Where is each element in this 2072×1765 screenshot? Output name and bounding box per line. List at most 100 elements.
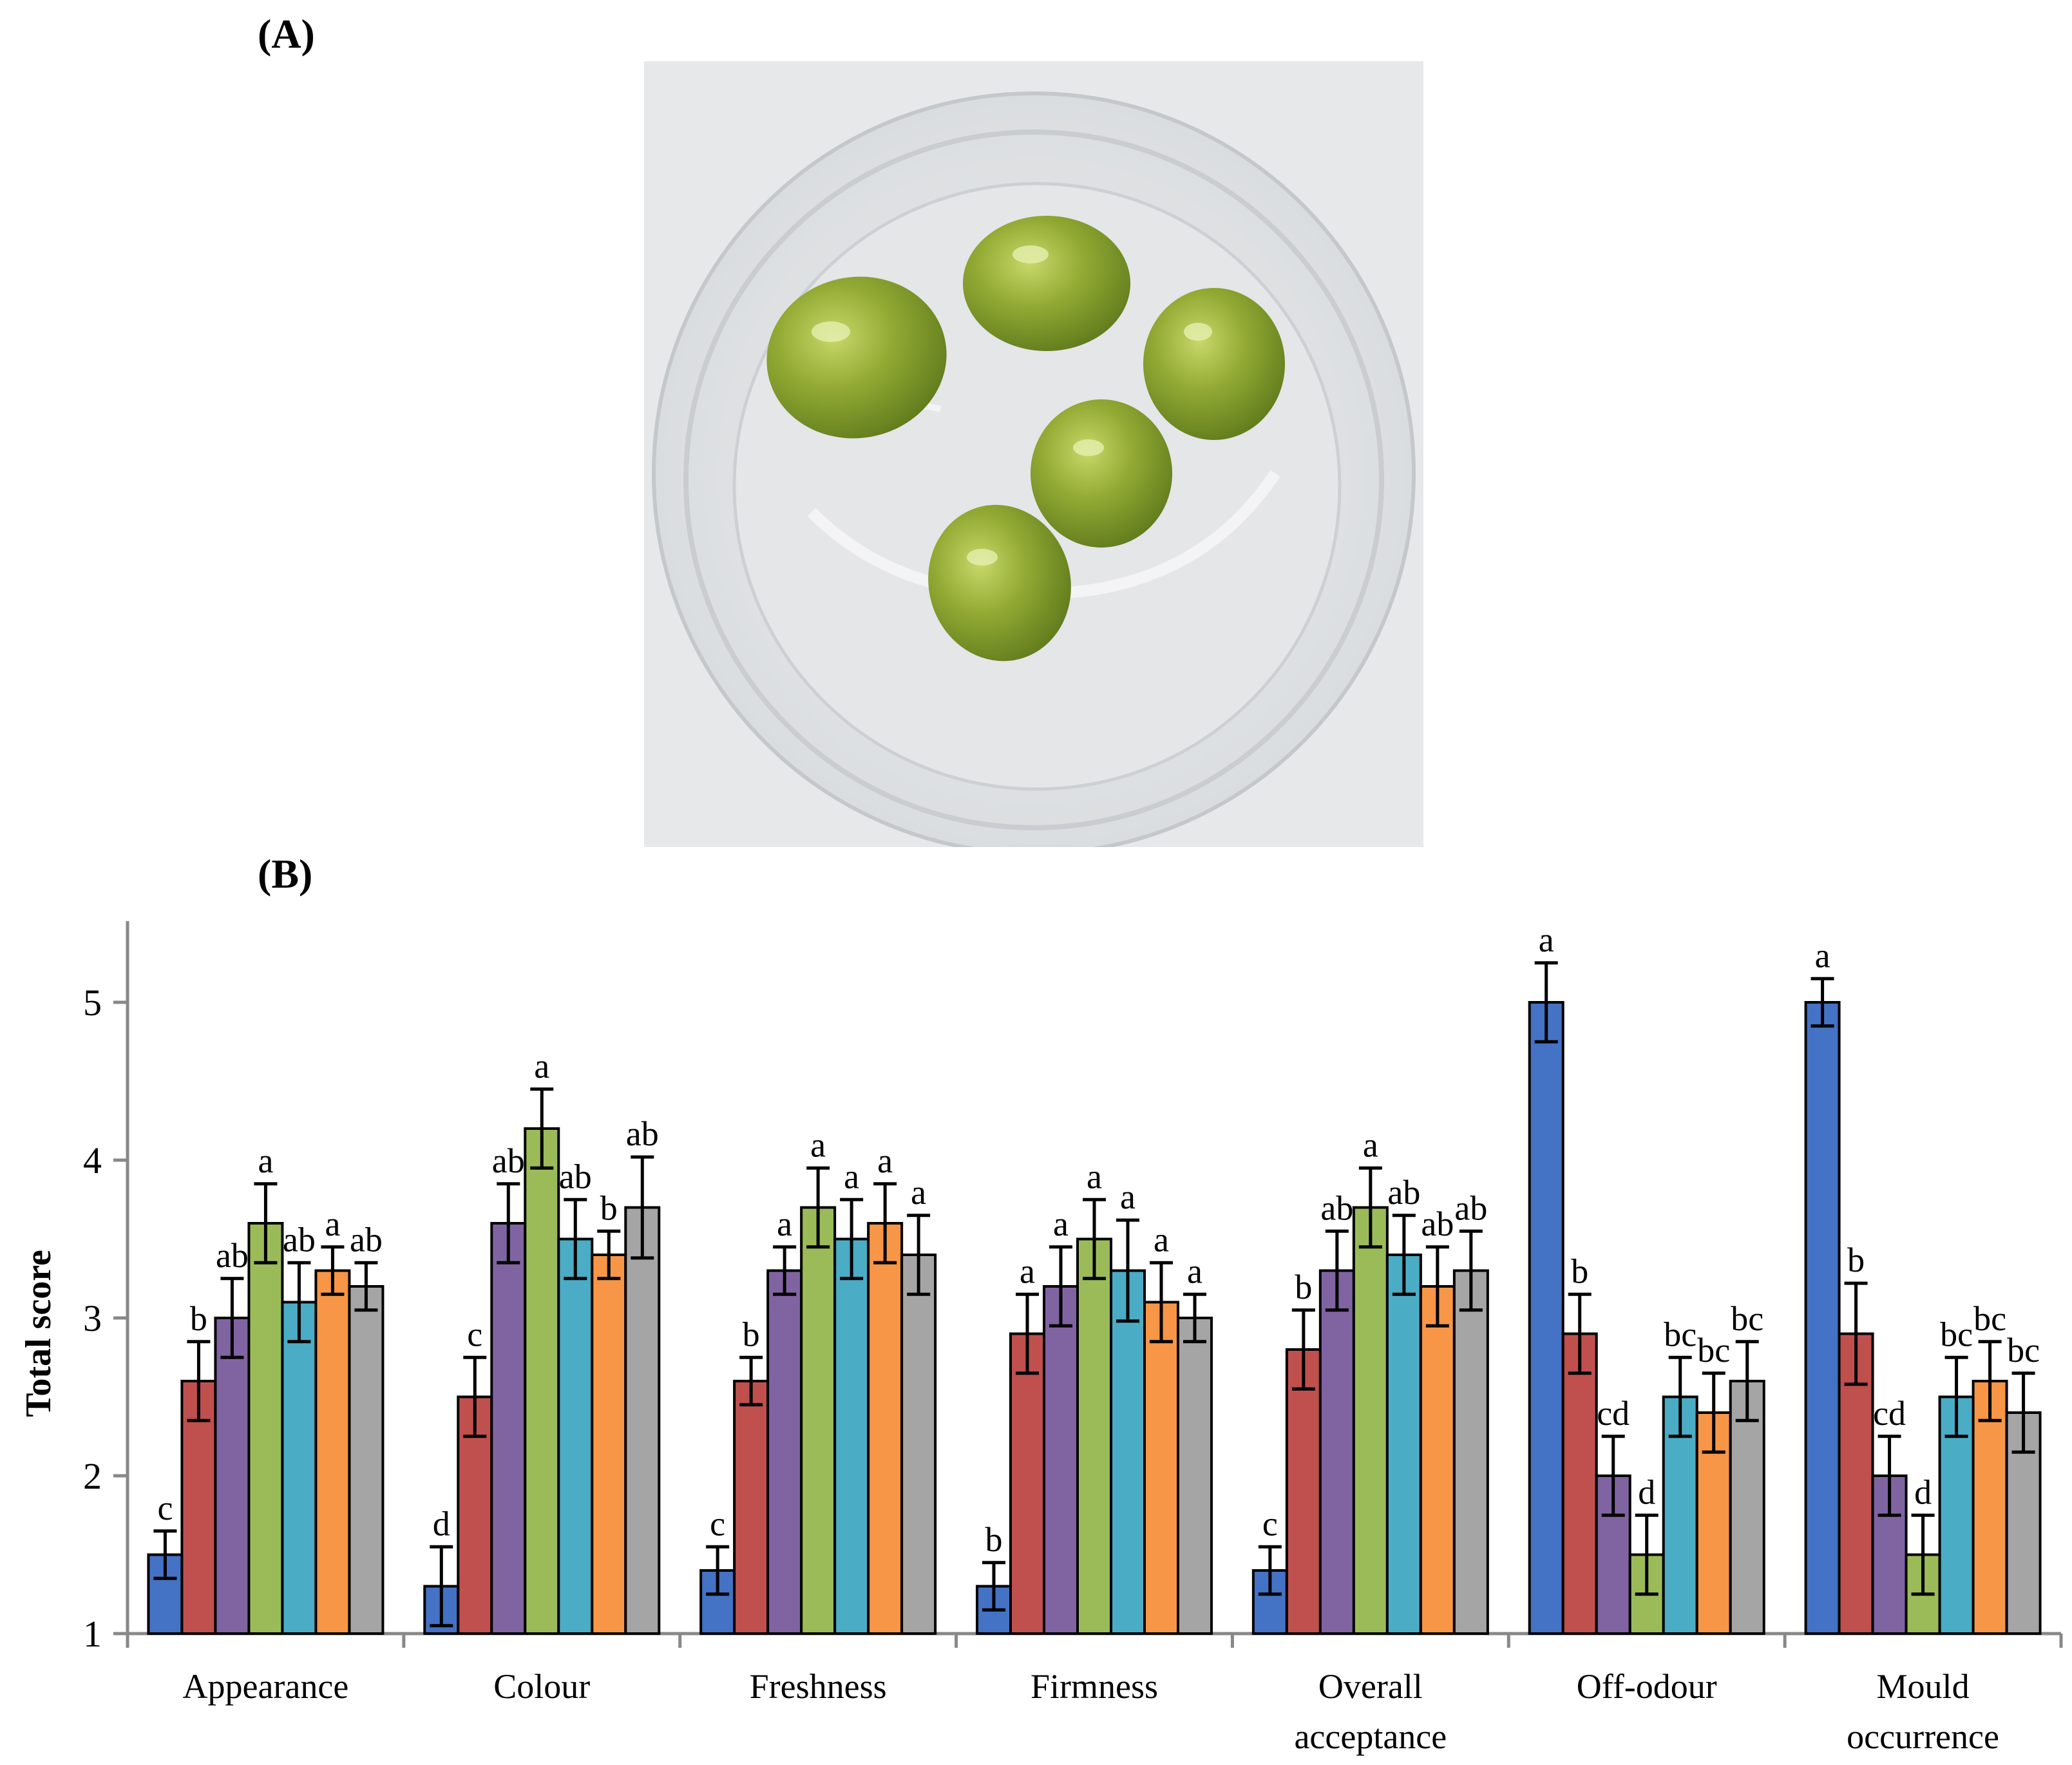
significance-letter: b bbox=[600, 1188, 618, 1227]
bar bbox=[733, 1380, 770, 1635]
bar bbox=[1043, 1285, 1079, 1635]
significance-letter: ab bbox=[626, 1114, 659, 1153]
significance-letter: ab bbox=[1421, 1205, 1454, 1243]
y-axis-title: Total score bbox=[19, 1250, 59, 1417]
y-tick-label: 3 bbox=[83, 1297, 102, 1339]
category-label: Colour bbox=[493, 1667, 590, 1706]
category-label: Appearance bbox=[183, 1667, 349, 1706]
significance-letter: b bbox=[1847, 1241, 1865, 1279]
significance-letter: ab bbox=[1454, 1188, 1487, 1227]
category-label: occurrence bbox=[1847, 1717, 1999, 1756]
significance-letter: a bbox=[911, 1173, 926, 1212]
grape-highlight bbox=[812, 321, 850, 342]
bar bbox=[1285, 1348, 1322, 1635]
bar bbox=[624, 1206, 661, 1635]
significance-letter: a bbox=[325, 1205, 340, 1243]
bar bbox=[1972, 1380, 2008, 1635]
grape bbox=[766, 276, 947, 439]
significance-letter: c bbox=[710, 1504, 725, 1543]
y-tick-label: 2 bbox=[83, 1455, 102, 1497]
bar bbox=[1385, 1254, 1422, 1635]
significance-letter: ab bbox=[492, 1141, 525, 1180]
grape-highlight bbox=[967, 549, 998, 566]
bar bbox=[1561, 1332, 1598, 1635]
significance-letter: bc bbox=[1697, 1331, 1730, 1369]
dish-ring-outer bbox=[683, 129, 1384, 830]
bar bbox=[1528, 1001, 1564, 1635]
significance-letter: a bbox=[1020, 1252, 1035, 1290]
bar bbox=[591, 1254, 627, 1635]
plastic-glare bbox=[807, 470, 1280, 600]
category-label: Off-odour bbox=[1577, 1667, 1717, 1706]
significance-letter: ab bbox=[216, 1236, 249, 1275]
significance-letter: ab bbox=[1320, 1188, 1353, 1227]
significance-letter: a bbox=[810, 1125, 826, 1164]
significance-letter: a bbox=[1053, 1205, 1069, 1243]
significance-letter: cd bbox=[1873, 1394, 1906, 1433]
bar bbox=[1076, 1237, 1112, 1635]
significance-letter: bc bbox=[1940, 1315, 1973, 1353]
significance-letter: bc bbox=[1973, 1299, 2006, 1338]
significance-letter: a bbox=[534, 1047, 549, 1085]
significance-letter: a bbox=[1187, 1252, 1202, 1290]
significance-letter: d bbox=[1914, 1473, 1932, 1511]
bar bbox=[900, 1254, 937, 1635]
significance-letter: c bbox=[157, 1489, 173, 1527]
bar bbox=[524, 1127, 560, 1635]
significance-letter: a bbox=[844, 1157, 859, 1196]
bar bbox=[314, 1269, 351, 1635]
grape bbox=[963, 216, 1130, 351]
bar bbox=[1804, 1001, 1841, 1635]
y-tick-label: 1 bbox=[83, 1613, 102, 1655]
significance-letter: cd bbox=[1597, 1394, 1630, 1433]
bar bbox=[1729, 1380, 1765, 1635]
bar bbox=[281, 1301, 318, 1635]
significance-letter: ab bbox=[350, 1220, 383, 1259]
bar bbox=[348, 1285, 385, 1635]
significance-letter: ab bbox=[559, 1157, 592, 1196]
bar bbox=[557, 1237, 594, 1635]
significance-letter: b bbox=[1295, 1268, 1312, 1306]
significance-letter: a bbox=[1815, 936, 1830, 975]
grape bbox=[928, 504, 1071, 662]
bar bbox=[766, 1269, 803, 1635]
significance-letter: b bbox=[190, 1299, 207, 1338]
significance-letter: a bbox=[877, 1141, 893, 1180]
panel-b-label: (B) bbox=[258, 851, 313, 897]
bar bbox=[1452, 1269, 1489, 1635]
bar bbox=[247, 1222, 284, 1635]
significance-letter: a bbox=[1539, 921, 1554, 959]
grape bbox=[1143, 288, 1285, 440]
significance-letter: b bbox=[1571, 1252, 1588, 1290]
grape-highlight bbox=[1073, 439, 1104, 456]
bar bbox=[214, 1317, 251, 1635]
bar bbox=[800, 1206, 837, 1635]
significance-letter: a bbox=[1363, 1125, 1378, 1164]
y-tick-label: 5 bbox=[83, 982, 102, 1024]
significance-letter: c bbox=[467, 1315, 482, 1353]
significance-letter: b bbox=[985, 1520, 1003, 1559]
significance-letter: a bbox=[777, 1205, 792, 1243]
significance-letter: a bbox=[1120, 1178, 1136, 1216]
bar bbox=[833, 1237, 870, 1635]
bar bbox=[1318, 1269, 1355, 1635]
bar bbox=[1143, 1301, 1179, 1635]
significance-letter: b bbox=[743, 1315, 760, 1353]
significance-letter: bc bbox=[2007, 1331, 2040, 1369]
significance-letter: a bbox=[1154, 1220, 1169, 1259]
significance-letter: d bbox=[433, 1504, 450, 1543]
significance-letter: bc bbox=[1664, 1315, 1697, 1353]
panel-a-label: (A) bbox=[258, 11, 315, 57]
grape bbox=[1031, 399, 1172, 548]
category-label: Freshness bbox=[750, 1667, 887, 1706]
significance-letter: c bbox=[1262, 1504, 1278, 1543]
bar bbox=[1419, 1285, 1456, 1635]
bar bbox=[490, 1222, 527, 1635]
significance-letter: ab bbox=[1387, 1173, 1420, 1212]
y-tick-label: 4 bbox=[83, 1140, 102, 1181]
grape-highlight bbox=[1012, 245, 1049, 263]
bar bbox=[867, 1222, 904, 1635]
bar bbox=[1110, 1269, 1146, 1635]
category-label: Overall bbox=[1318, 1667, 1423, 1706]
